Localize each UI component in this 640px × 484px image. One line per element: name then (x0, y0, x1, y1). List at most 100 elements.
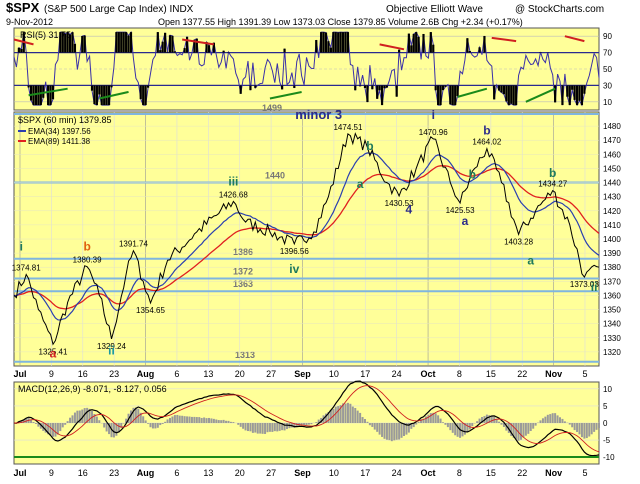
x-tick-label-bottom: 16 (78, 468, 88, 478)
x-tick-label-mid: 6 (174, 369, 179, 379)
x-tick-label-bottom: 23 (109, 468, 119, 478)
x-tick-label-mid: 27 (266, 369, 276, 379)
level-label: 1372 (233, 267, 253, 277)
level-label: 1386 (233, 247, 253, 257)
price-panel: 1499 1440 1386 1372 1363 1313 1320 1330 1340 135… (12, 103, 621, 367)
wave-label: a (462, 214, 469, 228)
price-value-label: 1380.39 (73, 256, 102, 265)
x-tick-label-bottom: 10 (329, 468, 339, 478)
x-tick-label-mid: 23 (109, 369, 119, 379)
wave-label: iv (289, 262, 299, 276)
x-tick-label-mid: 9 (49, 369, 54, 379)
price-y-tick-label: 1370 (603, 277, 621, 286)
price-y-tick-label: 1460 (603, 150, 621, 159)
brand-label: Objective Elliott Wave (386, 4, 483, 15)
price-value-label: 1373.03 (570, 280, 599, 289)
rsi-divergence-red (491, 36, 517, 43)
x-tick-label-bottom: Aug (137, 468, 155, 478)
x-tick-label-bottom: 17 (360, 468, 370, 478)
symbol-title: $SPX (6, 0, 40, 15)
x-tick-label-bottom: 22 (517, 468, 527, 478)
macd-y-tick-label: 10 (603, 385, 612, 394)
x-tick-label-bottom: Nov (545, 468, 562, 478)
x-tick-label-mid: Sep (294, 369, 311, 379)
x-tick-label-bottom: 20 (235, 468, 245, 478)
x-tick-label-bottom: 9 (49, 468, 54, 478)
legend-ema89: EMA(89) 1411.38 (28, 137, 91, 146)
price-value-label: 1430.53 (385, 199, 414, 208)
rsi-panel: 90 70 50 30 10 RSI(5) 31.75 (13, 27, 612, 111)
x-tick-label-mid: 16 (78, 369, 88, 379)
wave-label: b (83, 239, 90, 253)
rsi-divergence-red (564, 35, 585, 43)
wave-label: a (357, 177, 364, 191)
macd-line (13, 380, 600, 457)
rsi-y-tick-label: 70 (603, 49, 612, 58)
wave-label: b (469, 167, 476, 181)
price-value-label: 1391.74 (119, 240, 148, 249)
x-tick-label-mid: Oct (421, 369, 436, 379)
x-tick-label-mid: 15 (486, 369, 496, 379)
wave-label: a (527, 253, 534, 267)
ohlc-summary: Open 1377.55 High 1391.39 Low 1373.03 Cl… (158, 17, 523, 27)
level-label: 1313 (235, 350, 255, 360)
macd-y-tick-label: 5 (603, 402, 608, 411)
wave-label: minor 3 (295, 107, 342, 122)
x-tick-label-bottom: Oct (421, 468, 436, 478)
x-axis-middle: Jul 9 16 23 Aug 6 13 20 27 Sep 10 17 24 Oct 8 15 22 Nov 5 (13, 369, 587, 379)
macd-label: MACD(12,26,9) -8.071, -8.127, 0.056 (18, 384, 167, 394)
x-tick-label-bottom: 6 (174, 468, 179, 478)
price-y-tick-label: 1420 (603, 207, 621, 216)
rsi-divergence-red (13, 38, 34, 46)
price-y-tick-label: 1360 (603, 291, 621, 300)
macd-y-tick-label: 0 (603, 419, 608, 428)
x-tick-label-mid: 5 (582, 369, 587, 379)
index-name: (S&P 500 Large Cap Index) INDX (44, 4, 194, 15)
price-value-label: 1325.41 (39, 347, 68, 356)
price-value-label: 1426.68 (219, 190, 248, 199)
x-axis-bottom: Jul 9 16 23 Aug 6 13 20 27 Sep 10 17 24 Oct 8 15 22 Nov 5 (13, 468, 587, 478)
rsi-divergence-green (99, 90, 129, 100)
price-y-tick-label: 1400 (603, 235, 621, 244)
chart-date: 9-Nov-2012 (6, 17, 53, 27)
price-legend: $SPX (60 min) 1379.85 EMA(34) 1397.56 EM… (18, 115, 112, 146)
x-tick-label-mid: 10 (329, 369, 339, 379)
price-value-label: 1396.56 (280, 247, 309, 256)
rsi-label: RSI(5) 31.75 (20, 30, 71, 40)
price-y-tick-label: 1390 (603, 249, 621, 258)
wave-label: a (50, 347, 57, 361)
price-value-label: 1464.02 (472, 138, 501, 147)
ema89-line (13, 165, 600, 310)
x-tick-label-mid: 17 (360, 369, 370, 379)
x-tick-label-mid: 22 (517, 369, 527, 379)
price-y-tick-label: 1470 (603, 136, 621, 145)
x-tick-label-mid: Jul (13, 369, 26, 379)
rsi-y-tick-label: 10 (603, 98, 612, 107)
x-tick-label-mid: Nov (545, 369, 562, 379)
x-tick-label-mid: 13 (203, 369, 213, 379)
level-label: 1363 (233, 279, 253, 289)
price-y-tick-label: 1320 (603, 348, 621, 357)
wave-label: b (366, 139, 373, 153)
x-tick-label-bottom: 27 (266, 468, 276, 478)
ema34-line (13, 152, 600, 321)
price-value-label: 1329.24 (97, 342, 126, 351)
wave-label: b (483, 124, 490, 138)
macd-signal-line (14, 385, 600, 453)
x-tick-label-mid: 24 (392, 369, 402, 379)
level-label: 1440 (265, 171, 285, 181)
x-tick-label-bottom: 8 (457, 468, 462, 478)
wave-label: ii (108, 344, 115, 358)
rsi-divergence-red (379, 43, 405, 51)
rsi-y-tick-label: 50 (603, 65, 612, 74)
macd-y-tick-label: -10 (603, 453, 615, 462)
macd-y-tick-label: -5 (603, 436, 611, 445)
rsi-divergence-red (182, 38, 215, 46)
wave-label: ii (591, 280, 598, 294)
x-tick-label-mid: 8 (457, 369, 462, 379)
wave-label: 4 (406, 203, 413, 217)
price-y-tick-label: 1480 (603, 122, 621, 131)
price-value-label: 1434.27 (538, 180, 567, 189)
macd-panel: 10 5 0 -5 -10 MACD(12,26,9) -8.071, -8.127, … (13, 380, 615, 465)
wave-label: b (549, 166, 556, 180)
